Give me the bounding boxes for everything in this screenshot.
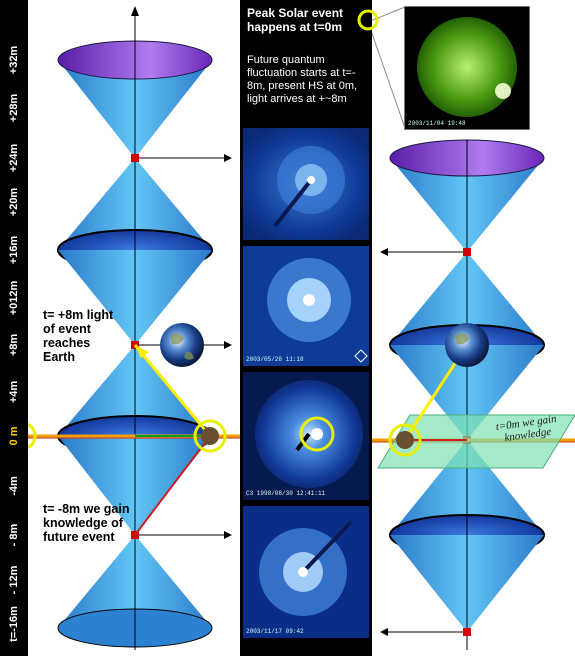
knowledge-plane xyxy=(377,414,575,469)
time-axis: +32m +28m +24m +20m +16m +012m +8m +4m 0… xyxy=(0,0,28,656)
time-label: +8m xyxy=(8,333,20,357)
event-point-right-lower xyxy=(463,628,471,636)
time-label: +32m xyxy=(8,45,20,75)
highlight-circle-header xyxy=(357,9,379,31)
earth-icon xyxy=(160,323,204,367)
highlight-circle-cme xyxy=(299,416,335,452)
time-label: t=-16m xyxy=(8,606,20,642)
right-cone-stack xyxy=(380,139,545,650)
time-label: +24m xyxy=(8,143,20,173)
light-ray-left xyxy=(133,344,212,437)
knowledge-ray-left xyxy=(134,435,211,536)
photo-caption: C3 1998/08/30 12:41:11 xyxy=(246,490,326,497)
photo-caption: 2003/11/17 09:42 xyxy=(246,628,304,635)
header-title: Peak Solar event happens at t=0m xyxy=(247,6,344,34)
event-point-right-upper xyxy=(463,248,471,256)
time-label: - 12m xyxy=(8,565,20,595)
time-label: +4m xyxy=(8,380,20,404)
earth-icon-right xyxy=(445,323,489,367)
sun-image: 2003/11/04 19:48 xyxy=(404,6,530,130)
time-label-present: 0 m xyxy=(8,426,20,446)
time-label: +20m xyxy=(8,187,20,217)
header-description: Future quantum fluctuation starts at t=-… xyxy=(247,54,358,105)
highlight-circle-sun-left xyxy=(193,419,227,453)
lasco-image-2: 2003/05/28 11:18 xyxy=(243,246,369,366)
highlight-circle-sun-right xyxy=(388,423,422,457)
event-point-24m xyxy=(131,154,139,162)
time-label: +28m xyxy=(8,93,20,123)
time-label: - 8m xyxy=(8,523,20,547)
photo-caption: 2003/05/28 11:18 xyxy=(246,356,304,363)
time-label: -4m xyxy=(8,476,20,496)
lasco-image-1 xyxy=(243,128,369,240)
note-gain-knowledge-future: t= -8m we gain knowledge of future event xyxy=(43,502,130,544)
photo-caption: 2003/11/04 19:48 xyxy=(408,120,466,127)
time-label: +012m xyxy=(8,280,20,316)
lasco-image-3: C3 1998/08/30 12:41:11 xyxy=(243,372,369,500)
time-label: +16m xyxy=(8,235,20,265)
lasco-image-4: 2003/11/17 09:42 xyxy=(243,506,369,638)
note-light-reaches-earth: t= +8m light of event reaches Earth xyxy=(43,308,114,364)
